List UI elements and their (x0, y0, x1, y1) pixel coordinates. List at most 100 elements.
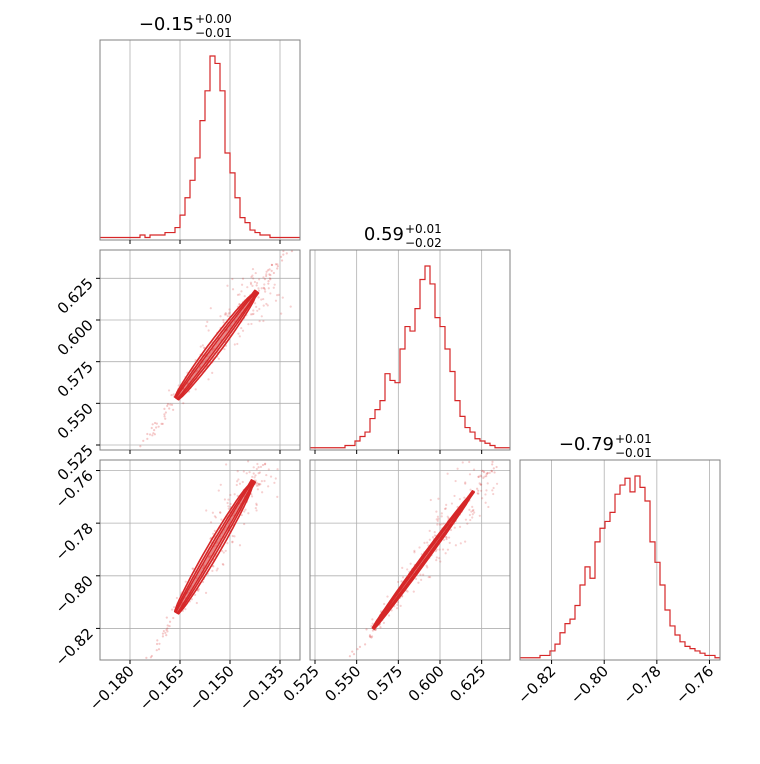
scatter-point (222, 318, 225, 322)
scatter-point (261, 491, 264, 494)
contour-level (174, 289, 260, 401)
y-tick-label: 0.575 (54, 358, 97, 401)
scatter-point (238, 293, 241, 296)
scatter-point (276, 495, 279, 499)
scatter-point (525, 413, 527, 415)
scatter-point (274, 445, 276, 447)
scatter-point (266, 269, 270, 272)
scatter-point (166, 627, 169, 630)
scatter-point (272, 448, 274, 450)
scatter-point (227, 312, 230, 315)
scatter-point (447, 517, 450, 520)
scatter-point (211, 371, 214, 374)
scatter-point (297, 396, 299, 398)
scatter-point (241, 277, 245, 280)
scatter-point (529, 410, 531, 412)
scatter-point (525, 423, 527, 425)
scatter-point (263, 278, 267, 281)
scatter-point (400, 580, 403, 583)
scatter-point (249, 281, 253, 284)
scatter-point (482, 470, 485, 473)
scatter-point (269, 475, 273, 478)
scatter-point (139, 666, 141, 668)
scatter-point (223, 498, 227, 501)
scatter-point (163, 413, 166, 416)
scatter-point (208, 555, 211, 558)
scatter-point (153, 421, 157, 425)
scatter-point (478, 482, 481, 485)
panel-title-value: 0.59 (364, 224, 404, 245)
scatter-point (401, 566, 404, 569)
scatter-point (438, 557, 441, 560)
scatter-point (399, 604, 402, 608)
y-tick-label: 0.625 (54, 274, 97, 317)
scatter-point (490, 470, 494, 473)
scatter-point (248, 471, 251, 474)
scatter-point (485, 489, 488, 492)
scatter-point (304, 223, 306, 225)
scatter-point (264, 462, 267, 465)
scatter-point (213, 529, 216, 532)
scatter-point (219, 483, 222, 486)
scatter-point (436, 515, 439, 518)
scatter-point (479, 474, 482, 477)
scatter-point (116, 716, 118, 718)
scatter-point (190, 598, 193, 601)
scatter-frame (309, 459, 511, 661)
scatter-point (307, 389, 309, 391)
scatter-point (435, 559, 438, 562)
scatter-point (252, 466, 255, 469)
scatter-point (265, 274, 268, 278)
scatter-point (267, 485, 270, 488)
scatter-point (358, 645, 362, 648)
scatter-point (227, 505, 230, 508)
scatter-point (270, 263, 273, 266)
scatter-point (276, 468, 279, 471)
scatter-point (228, 311, 231, 314)
scatter-point (484, 501, 487, 504)
scatter-point (379, 626, 382, 629)
scatter-point (155, 426, 158, 429)
scatter-point (212, 347, 216, 350)
scatter-point (417, 581, 420, 584)
scatter-point (310, 216, 312, 218)
x-tick-label: −0.78 (619, 662, 664, 707)
scatter-point (434, 550, 438, 553)
scatter-point (277, 293, 280, 297)
scatter-point (488, 471, 491, 475)
scatter-point (254, 302, 257, 305)
scatter-point (513, 428, 515, 430)
histogram-panel-p2 (520, 460, 720, 660)
scatter-point (470, 510, 473, 513)
scatter-point (530, 413, 532, 415)
scatter-point (536, 407, 538, 409)
scatter-point (264, 455, 266, 457)
scatter-point (233, 343, 236, 346)
scatter-point (263, 287, 266, 290)
scatter-point (247, 512, 250, 515)
scatter-point (265, 473, 268, 477)
scatter-point (270, 269, 273, 273)
scatter-point (485, 473, 488, 476)
scatter-point (254, 479, 257, 482)
scatter-point (272, 446, 274, 448)
scatter-point (265, 270, 268, 273)
contour-level (173, 479, 257, 615)
scatter-point (112, 722, 114, 724)
scatter-point (157, 425, 160, 428)
scatter-point (464, 518, 468, 521)
scatter-point (501, 450, 503, 452)
scatter-point (352, 653, 356, 656)
scatter-point (493, 471, 496, 474)
scatter-point (294, 234, 296, 236)
scatter-point (134, 683, 136, 685)
scatter-point (526, 420, 528, 422)
scatter-point (273, 445, 275, 447)
scatter-point (252, 472, 255, 475)
scatter-point (255, 284, 258, 287)
scatter-point (194, 388, 197, 391)
scatter-point (170, 403, 174, 406)
scatter-point (268, 277, 271, 280)
scatter-point (495, 465, 498, 469)
scatter-point (281, 296, 284, 299)
